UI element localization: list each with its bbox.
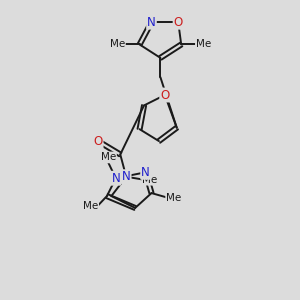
Text: Me: Me <box>101 152 116 162</box>
Text: N: N <box>147 16 156 29</box>
Text: O: O <box>93 135 103 148</box>
Text: O: O <box>174 16 183 29</box>
Text: N: N <box>122 170 130 183</box>
Text: Me: Me <box>83 202 98 212</box>
Text: N: N <box>111 172 120 185</box>
Text: Me: Me <box>142 175 158 185</box>
Text: Me: Me <box>196 40 211 50</box>
Text: Me: Me <box>110 40 125 50</box>
Text: Me: Me <box>166 193 182 202</box>
Text: O: O <box>160 88 170 101</box>
Text: N: N <box>141 166 150 179</box>
